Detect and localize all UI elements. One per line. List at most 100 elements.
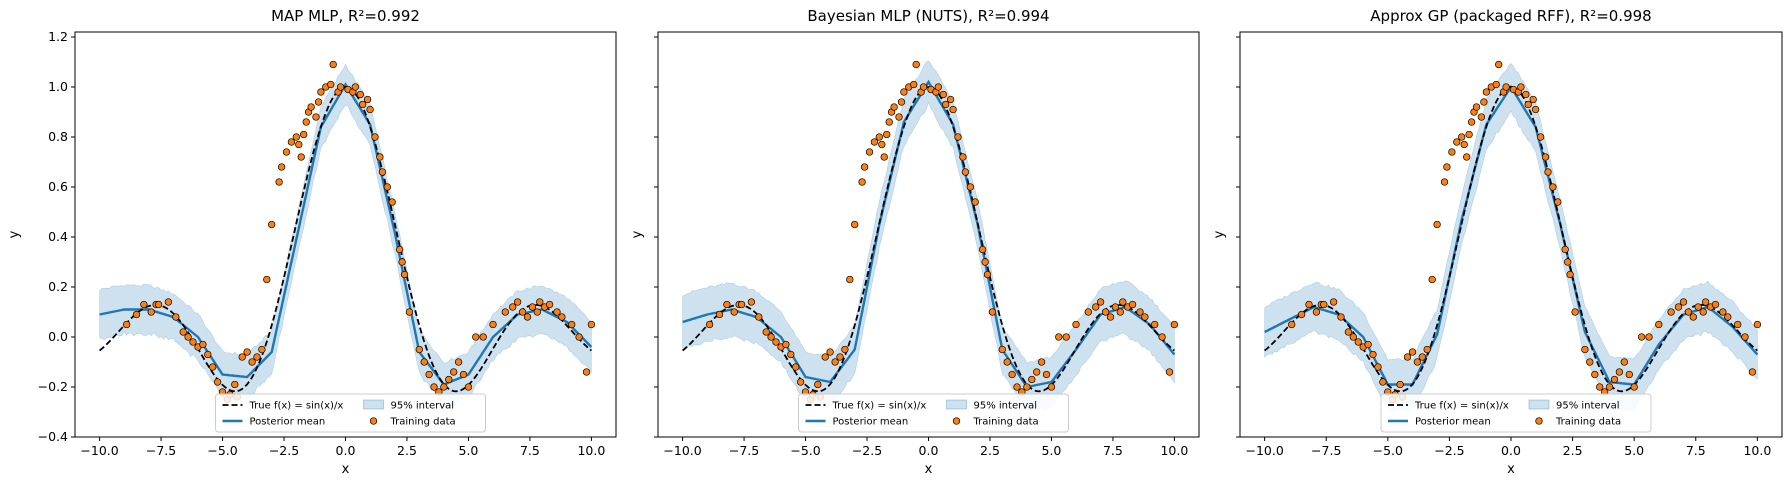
training-point [1524, 100, 1532, 109]
training-point [875, 133, 883, 141]
training-point [553, 308, 561, 316]
plot-area [99, 60, 596, 408]
training-point [1055, 333, 1063, 341]
training-point [213, 378, 222, 386]
legend-mean-label: Posterior mean [250, 417, 326, 428]
x-tick-label: 5.0 [459, 443, 479, 458]
legend-point-swatch [1535, 417, 1543, 425]
legend: True f(x) = sin(x)/x Posterior mean 95% in… [798, 393, 1069, 433]
training-point [277, 163, 286, 171]
training-point [312, 113, 320, 121]
training-point [912, 60, 920, 69]
training-point [772, 338, 780, 346]
training-point [1596, 383, 1604, 391]
training-point [1320, 300, 1328, 309]
x-tick-label: −2.5 [852, 443, 882, 458]
training-point [378, 168, 387, 176]
training-point [883, 130, 891, 139]
training-point [1630, 383, 1638, 391]
y-axis-label: y [1212, 230, 1227, 238]
training-point [966, 183, 974, 191]
training-point [528, 303, 537, 311]
y-tick-label: 1.2 [48, 29, 68, 44]
training-point [1517, 83, 1525, 91]
training-point [747, 298, 756, 306]
x-tick-label: 10.0 [1743, 443, 1771, 458]
plot-area [682, 60, 1179, 412]
legend-point-label: Training data [973, 417, 1039, 428]
training-point [1645, 333, 1653, 341]
training-point [336, 83, 345, 91]
training-point [1605, 383, 1614, 391]
training-point [971, 198, 979, 206]
x-tick-label: −7.5 [146, 443, 176, 458]
training-point [988, 308, 997, 316]
training-point [1396, 380, 1404, 389]
training-point [122, 320, 131, 329]
training-point [831, 358, 839, 366]
x-axis-label: x [925, 462, 933, 477]
legend-band-swatch [946, 399, 967, 410]
x-tick-label: −10.0 [80, 443, 118, 458]
training-point [910, 80, 918, 89]
training-point [1003, 358, 1011, 366]
training-point [1062, 333, 1070, 341]
training-point [445, 375, 453, 384]
y-tick-label: 0.4 [48, 229, 68, 244]
legend-point-swatch [369, 417, 378, 425]
training-point [1699, 308, 1707, 316]
legend-band-label: 95% interval [1556, 401, 1620, 412]
training-point [509, 303, 517, 311]
training-point [1463, 153, 1471, 161]
training-point [900, 88, 908, 96]
training-point [287, 138, 296, 146]
training-point [1288, 320, 1296, 329]
training-point [1620, 358, 1628, 366]
training-point [464, 383, 473, 391]
training-point [302, 118, 310, 126]
training-point [395, 245, 404, 254]
x-tick-label: 7.5 [1686, 443, 1706, 458]
x-tick-label: 2.5 [980, 443, 1000, 458]
x-tick-label: −10.0 [1245, 443, 1283, 458]
y-tick-label: −0.4 [38, 429, 68, 444]
x-tick-label: 5.0 [1042, 443, 1062, 458]
training-point [300, 130, 308, 139]
training-point [782, 340, 790, 349]
training-point [1586, 358, 1594, 366]
legend-box [798, 393, 1069, 433]
training-point [1165, 368, 1174, 376]
training-point [1465, 130, 1473, 139]
training-point [253, 353, 261, 361]
training-point [1158, 333, 1166, 341]
training-point [1549, 183, 1557, 191]
training-point [383, 183, 391, 191]
training-point [1458, 133, 1466, 141]
legend: True f(x) = sin(x)/x Posterior mean 95% in… [215, 393, 486, 433]
legend-band-swatch [1528, 399, 1550, 410]
chart-title: MAP MLP, R²=0.992 [271, 7, 420, 25]
training-point [1495, 60, 1503, 69]
training-point [1403, 353, 1412, 361]
training-point [1106, 313, 1115, 321]
training-point [1141, 313, 1149, 321]
training-point [1329, 298, 1338, 306]
training-point [880, 153, 888, 161]
training-point [582, 368, 591, 376]
training-point [1369, 350, 1377, 359]
legend-mean-label: Posterior mean [1415, 417, 1491, 428]
training-point [154, 300, 163, 309]
training-point [454, 358, 463, 366]
training-point [1008, 370, 1016, 379]
training-point [536, 298, 544, 306]
training-point [366, 105, 374, 114]
training-point [1379, 378, 1387, 386]
true-function-line [1264, 86, 1758, 393]
training-point [1625, 370, 1633, 379]
training-point [885, 118, 893, 126]
interval-band [682, 60, 1175, 412]
training-point [939, 90, 947, 99]
training-point [1531, 105, 1540, 114]
training-point [258, 345, 266, 354]
training-point [1610, 375, 1619, 384]
